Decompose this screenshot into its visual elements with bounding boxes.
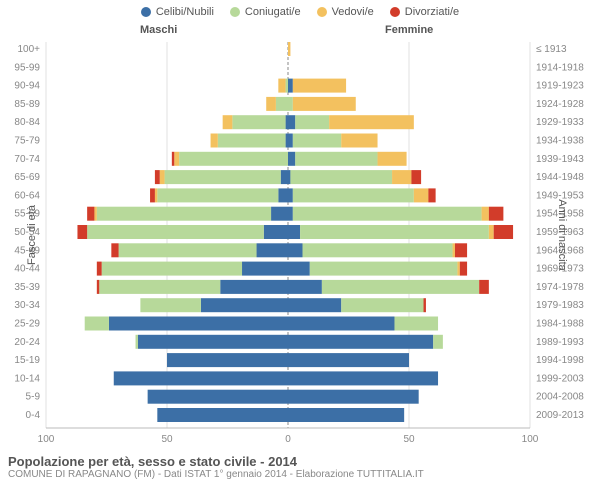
- svg-text:80-84: 80-84: [14, 117, 40, 128]
- svg-text:1924-1928: 1924-1928: [536, 99, 584, 110]
- svg-text:85-89: 85-89: [14, 99, 40, 110]
- svg-text:1944-1948: 1944-1948: [536, 172, 584, 183]
- svg-text:0: 0: [285, 434, 291, 445]
- header-female: Femmine: [385, 24, 433, 36]
- svg-text:1934-1938: 1934-1938: [536, 136, 584, 147]
- chart-subtitle: COMUNE DI RAPAGNANO (FM) - Dati ISTAT 1°…: [8, 469, 592, 480]
- svg-text:30-34: 30-34: [14, 300, 40, 311]
- y-axis-label-left: Fasce di età: [26, 205, 38, 265]
- svg-text:1929-1933: 1929-1933: [536, 117, 584, 128]
- y-axis-label-right: Anni di nascita: [556, 199, 568, 271]
- svg-text:1919-1923: 1919-1923: [536, 81, 584, 92]
- legend-label: Vedovi/e: [332, 6, 374, 18]
- svg-text:15-19: 15-19: [14, 355, 40, 366]
- pyramid-svg: 100 50 0 50 100 100+ ≤ 1913 95-99 1914-1918 90-94…: [0, 20, 600, 450]
- svg-text:1994-1998: 1994-1998: [536, 355, 584, 366]
- chart-area: Maschi Femmine Fasce di età Anni di nasc…: [0, 20, 600, 450]
- legend-swatch: [141, 7, 151, 17]
- legend: Celibi/Nubili Coniugati/e Vedovi/e Divor…: [0, 0, 600, 20]
- legend-item-celibi: Celibi/Nubili: [141, 6, 214, 18]
- svg-text:1914-1918: 1914-1918: [536, 62, 584, 73]
- svg-text:1999-2003: 1999-2003: [536, 373, 584, 384]
- legend-label: Coniugati/e: [245, 6, 301, 18]
- svg-text:35-39: 35-39: [14, 282, 40, 293]
- svg-text:100: 100: [38, 434, 55, 445]
- svg-text:95-99: 95-99: [14, 62, 40, 73]
- header-male: Maschi: [140, 24, 177, 36]
- legend-item-divorziati: Divorziati/e: [390, 6, 459, 18]
- svg-text:1939-1943: 1939-1943: [536, 154, 584, 165]
- svg-text:50: 50: [403, 434, 415, 445]
- svg-text:100: 100: [522, 434, 539, 445]
- svg-text:10-14: 10-14: [14, 373, 40, 384]
- svg-text:2009-2013: 2009-2013: [536, 410, 584, 421]
- legend-swatch: [317, 7, 327, 17]
- svg-text:75-79: 75-79: [14, 136, 40, 147]
- svg-text:1979-1983: 1979-1983: [536, 300, 584, 311]
- svg-text:5-9: 5-9: [26, 392, 41, 403]
- legend-item-vedovi: Vedovi/e: [317, 6, 374, 18]
- chart-footer: Popolazione per età, sesso e stato civil…: [0, 450, 600, 480]
- svg-text:100+: 100+: [17, 44, 40, 55]
- svg-text:90-94: 90-94: [14, 81, 40, 92]
- svg-text:20-24: 20-24: [14, 337, 40, 348]
- svg-text:1974-1978: 1974-1978: [536, 282, 584, 293]
- svg-text:40-44: 40-44: [14, 264, 40, 275]
- svg-text:65-69: 65-69: [14, 172, 40, 183]
- svg-text:70-74: 70-74: [14, 154, 40, 165]
- svg-text:25-29: 25-29: [14, 319, 40, 330]
- svg-text:≤ 1913: ≤ 1913: [536, 44, 567, 55]
- svg-text:1989-1993: 1989-1993: [536, 337, 584, 348]
- legend-label: Celibi/Nubili: [156, 6, 214, 18]
- svg-text:2004-2008: 2004-2008: [536, 392, 584, 403]
- legend-item-coniugati: Coniugati/e: [230, 6, 301, 18]
- svg-text:1984-1988: 1984-1988: [536, 319, 584, 330]
- svg-text:60-64: 60-64: [14, 190, 40, 201]
- svg-text:50: 50: [161, 434, 173, 445]
- chart-title: Popolazione per età, sesso e stato civil…: [8, 454, 592, 469]
- legend-swatch: [230, 7, 240, 17]
- svg-text:0-4: 0-4: [26, 410, 41, 421]
- legend-label: Divorziati/e: [405, 6, 459, 18]
- legend-swatch: [390, 7, 400, 17]
